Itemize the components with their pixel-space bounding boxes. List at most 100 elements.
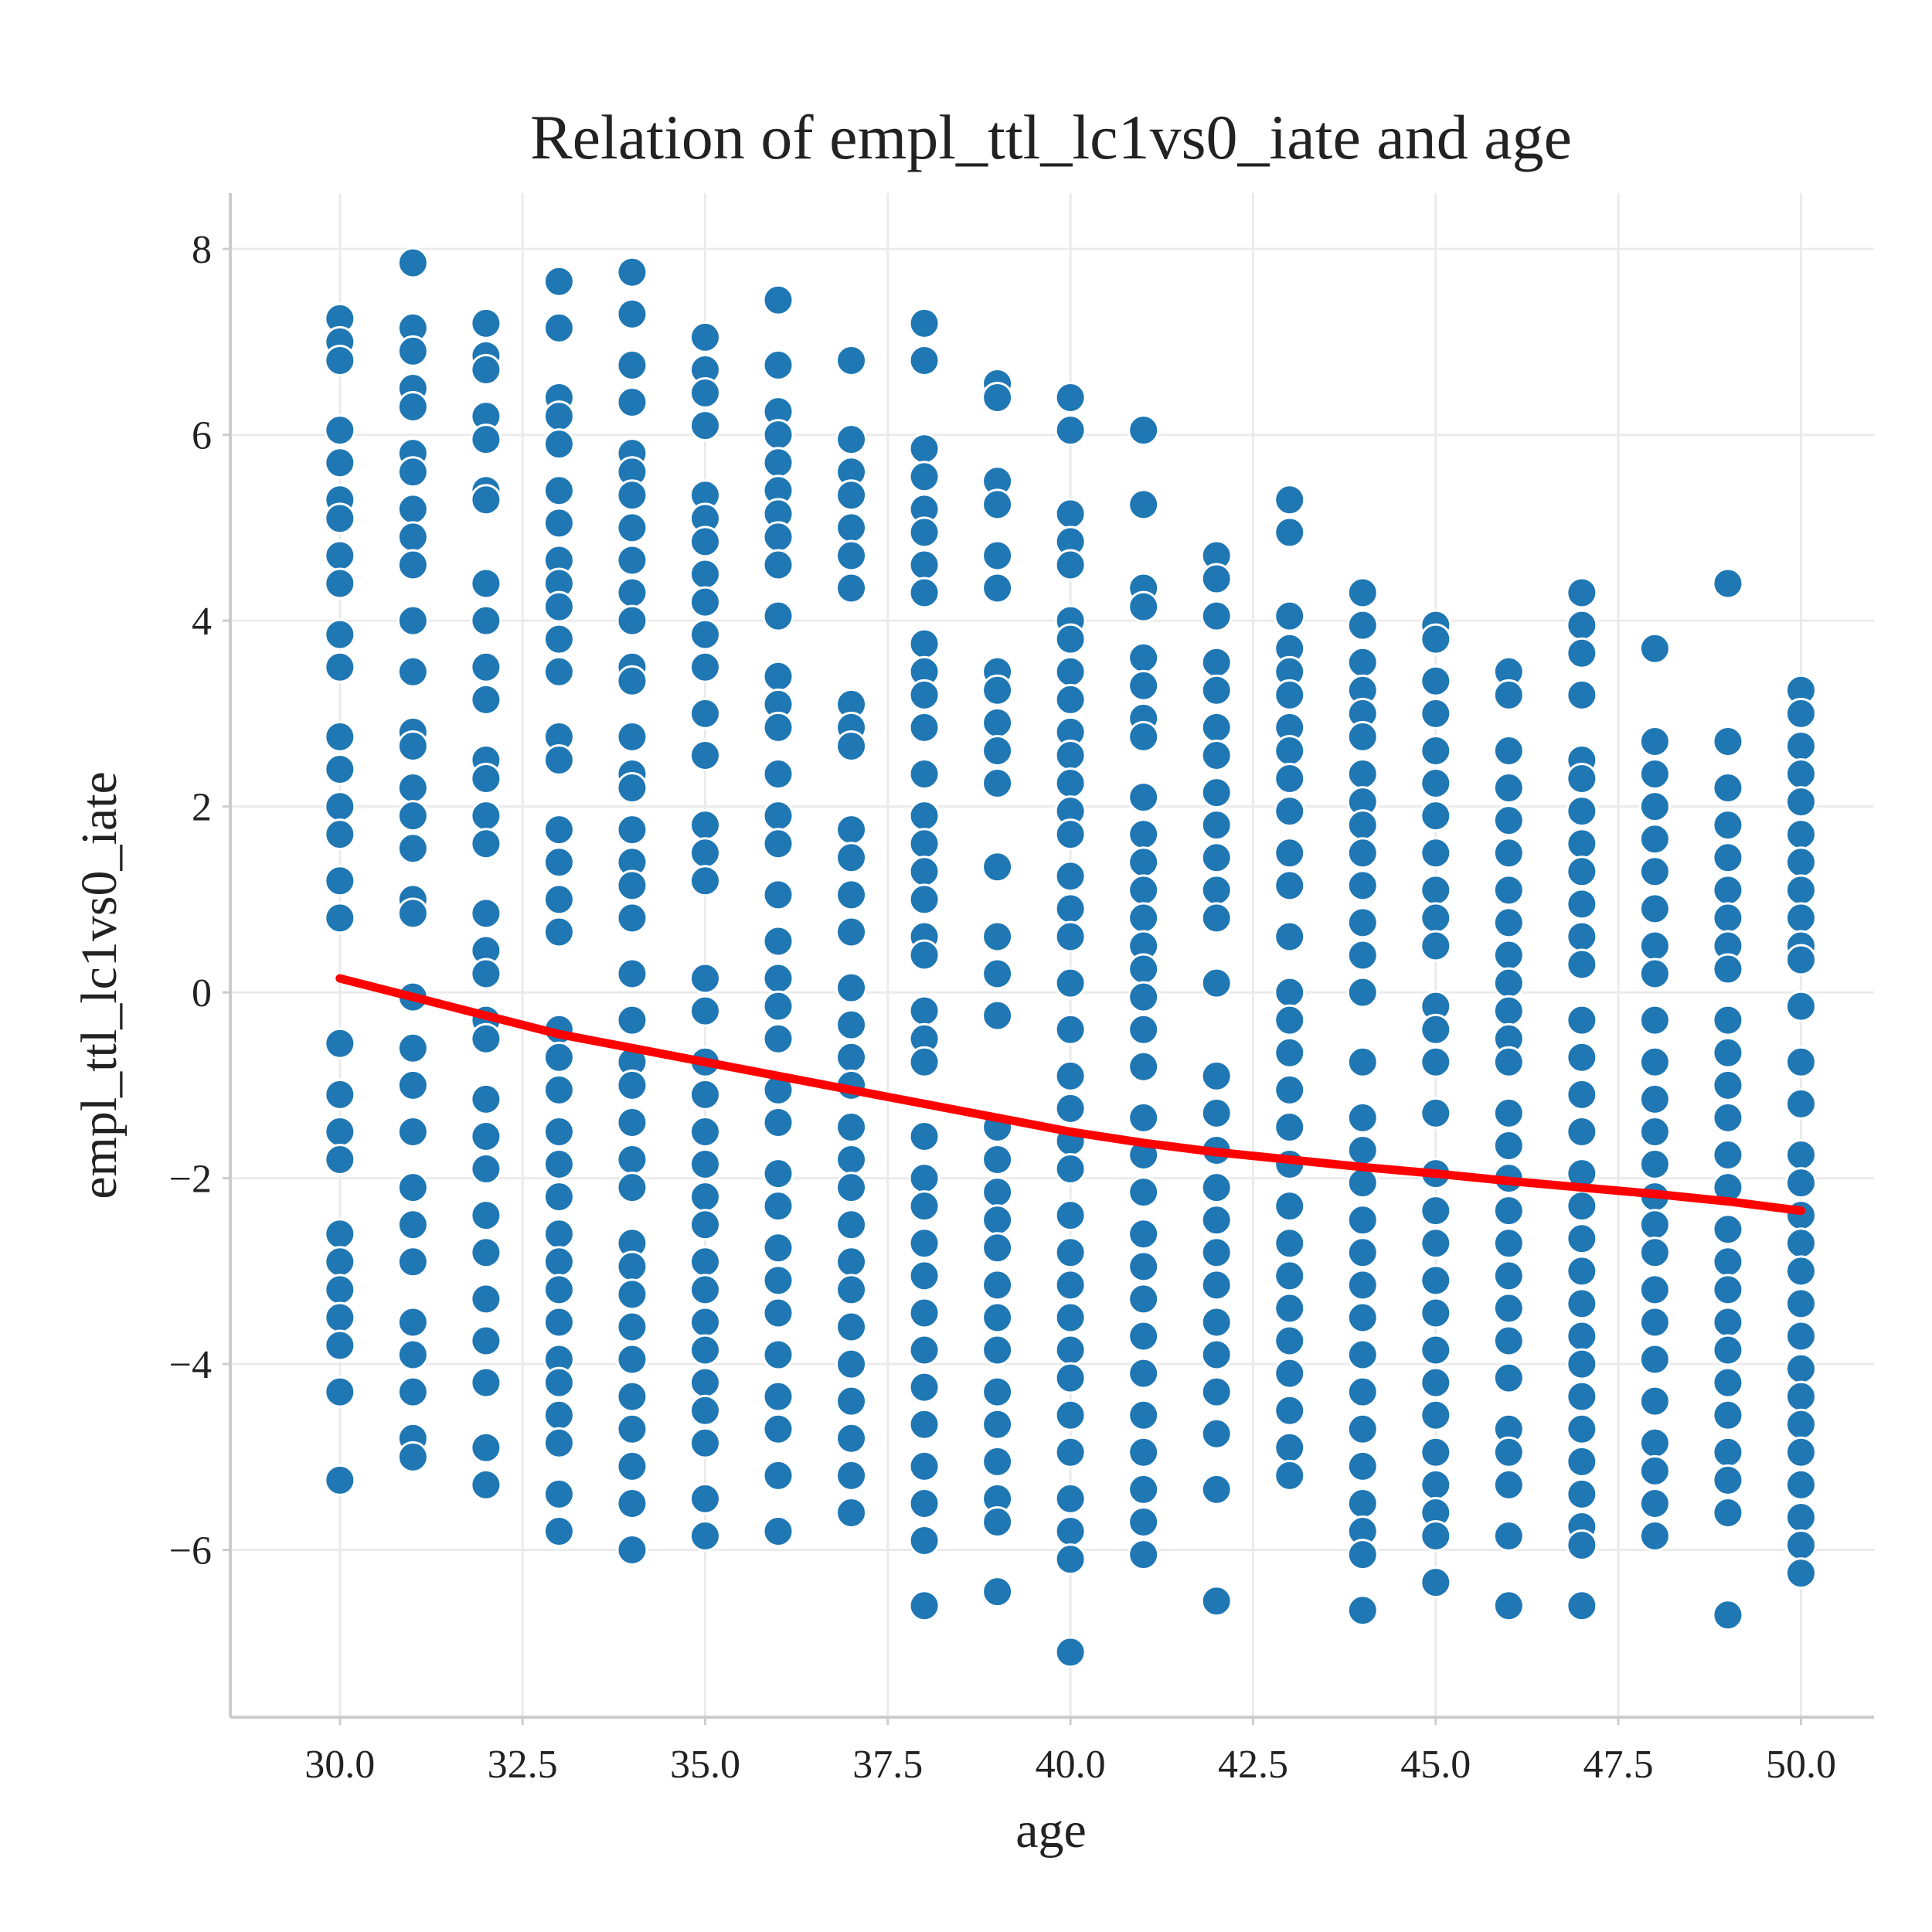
scatter-point	[981, 488, 1014, 521]
scatter-point	[1420, 1520, 1452, 1553]
scatter-point	[762, 711, 794, 743]
scatter-point	[1200, 1269, 1233, 1301]
scatter-point	[689, 962, 721, 995]
scatter-point	[1128, 981, 1160, 1013]
scatter-point	[762, 1158, 794, 1190]
scatter-point	[835, 512, 868, 544]
scatter-point	[1346, 609, 1379, 641]
scatter-point	[762, 600, 794, 632]
scatter-point	[470, 1325, 502, 1357]
scatter-point	[1274, 1036, 1306, 1069]
scatter-point	[762, 962, 794, 995]
scatter-point	[1054, 739, 1087, 771]
scatter-point	[1346, 758, 1379, 791]
scatter-point	[543, 743, 575, 776]
scatter-point	[689, 1274, 721, 1306]
scatter-point	[396, 604, 429, 637]
scatter-point	[1420, 623, 1452, 655]
scatter-point	[1566, 1223, 1598, 1255]
scatter-point	[762, 284, 794, 316]
scatter-point	[543, 1399, 575, 1431]
scatter-point	[324, 1078, 356, 1111]
scatter-point	[1274, 1004, 1306, 1036]
scatter-point	[324, 618, 356, 651]
scatter-point	[1638, 893, 1671, 925]
y-tick-label: 2	[192, 786, 212, 830]
scatter-point	[396, 1440, 429, 1473]
scatter-point	[1712, 567, 1744, 600]
scatter-point	[396, 655, 429, 688]
scatter-point	[689, 865, 721, 897]
scatter-point	[470, 957, 502, 990]
scatter-point	[1054, 1269, 1087, 1301]
scatter-point	[324, 1246, 356, 1278]
scatter-point	[1492, 967, 1525, 999]
scatter-point	[543, 1148, 575, 1181]
scatter-point	[1200, 1473, 1233, 1505]
scatter-point	[470, 828, 502, 860]
scatter-point	[1274, 734, 1306, 767]
trend-line-layer	[335, 974, 1805, 1216]
scatter-point	[543, 1366, 575, 1399]
scatter-point	[1566, 1478, 1598, 1510]
scatter-point	[1274, 869, 1306, 902]
scatter-point	[1420, 1227, 1452, 1260]
scatter-point	[1492, 1362, 1525, 1394]
scatter-point	[689, 618, 721, 651]
scatter-point	[1274, 1227, 1306, 1260]
scatter-point	[1128, 1218, 1160, 1250]
scatter-point	[1346, 1167, 1379, 1199]
scatter-point	[1200, 1585, 1233, 1617]
scatter-point	[835, 1041, 868, 1073]
scatter-point	[1054, 1334, 1087, 1366]
scatter-point	[1128, 590, 1160, 623]
scatter-point	[835, 539, 868, 572]
scatter-point	[1054, 1301, 1087, 1334]
scatter-point	[543, 814, 575, 846]
scatter-point	[1054, 549, 1087, 581]
scatter-point	[1200, 967, 1233, 999]
scatter-point	[1420, 1013, 1452, 1046]
scatter-point	[908, 1590, 940, 1622]
scatter-point	[1420, 1264, 1452, 1297]
scatter-point	[981, 1576, 1014, 1608]
scatter-point	[1420, 930, 1452, 962]
scatter-point	[1420, 874, 1452, 906]
scatter-point	[396, 1209, 429, 1241]
scatter-point	[1566, 920, 1598, 953]
scatter-point	[1200, 646, 1233, 679]
scatter-point	[1638, 855, 1671, 888]
scatter-point	[908, 1487, 940, 1519]
scatter-point	[396, 1069, 429, 1101]
x-tick-label: 30.0	[304, 1743, 375, 1787]
scatter-point	[1346, 1236, 1379, 1269]
scatter-point	[1346, 869, 1379, 902]
scatter-point	[1784, 902, 1817, 934]
scatter-point	[1566, 1413, 1598, 1445]
scatter-point	[908, 758, 940, 791]
x-tick-label: 37.5	[852, 1743, 923, 1787]
scatter-point	[1638, 823, 1671, 855]
scatter-point	[1638, 1385, 1671, 1417]
scatter-point	[981, 382, 1014, 414]
scatter-point	[689, 651, 721, 683]
scatter-point	[1128, 1357, 1160, 1389]
scatter-point	[1054, 893, 1087, 925]
scatter-point	[835, 1496, 868, 1529]
scatter-point	[908, 516, 940, 549]
y-tick-label: 4	[192, 600, 212, 644]
scatter-point	[616, 1144, 648, 1176]
scatter-point	[762, 800, 794, 832]
scatter-point	[689, 1520, 721, 1553]
x-tick-label: 35.0	[670, 1743, 740, 1787]
scatter-point	[1274, 795, 1306, 828]
scatter-point	[1420, 1436, 1452, 1468]
scatter-point	[1638, 930, 1671, 962]
scatter-point	[1346, 1338, 1379, 1371]
scatter-point	[981, 1176, 1014, 1209]
scatter-point	[762, 1297, 794, 1329]
scatter-point	[543, 400, 575, 433]
scatter-point	[1638, 791, 1671, 823]
scatter-point	[470, 1236, 502, 1269]
scatter-point	[616, 604, 648, 637]
